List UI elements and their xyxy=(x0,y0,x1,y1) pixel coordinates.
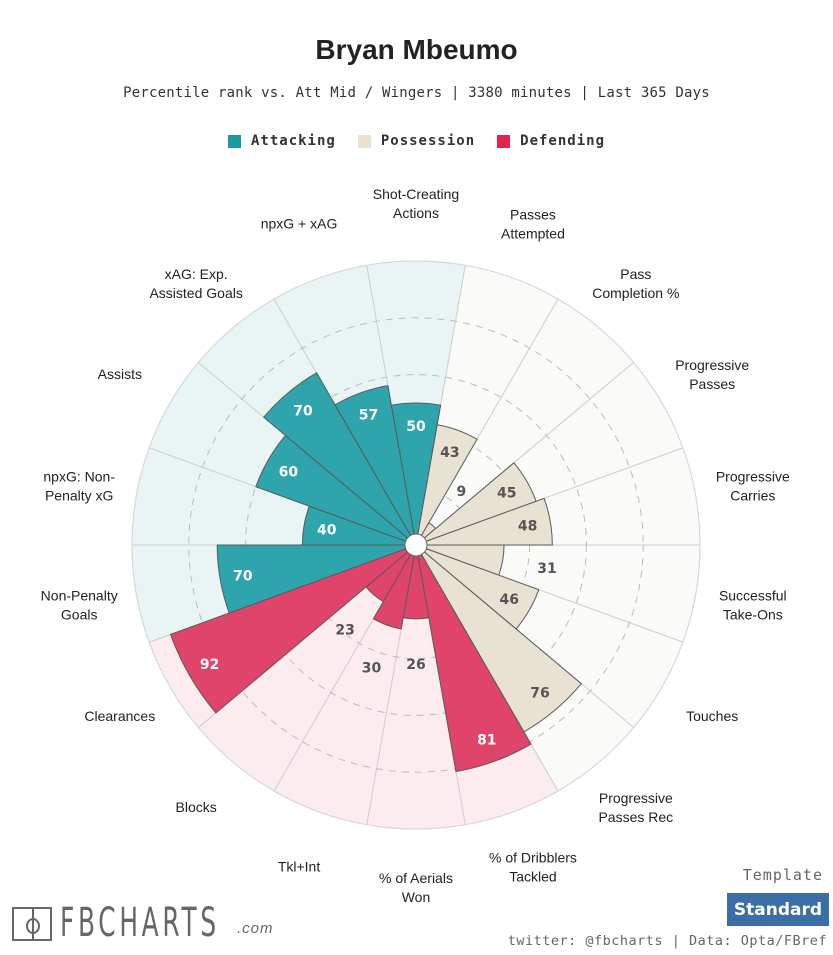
legend-swatch xyxy=(227,134,241,148)
value-label: 81 xyxy=(477,733,496,749)
value-label: 43 xyxy=(440,445,459,461)
center-circle xyxy=(404,533,428,557)
bar-passes-attempted xyxy=(415,424,478,546)
value-label: 26 xyxy=(406,657,425,673)
legend-swatch xyxy=(497,134,511,148)
category-label: % of Dribblers Tackled xyxy=(489,849,577,884)
value-label: 45 xyxy=(497,486,516,502)
category-label: Progressive Passes Rec xyxy=(598,790,673,825)
category-label: Blocks xyxy=(176,799,217,815)
value-label: 40 xyxy=(317,522,337,538)
category-label: Assists xyxy=(98,366,142,382)
bar-tkl-int xyxy=(372,544,417,630)
category-label: npxG: Non-Penalty xG xyxy=(43,469,115,504)
legend-swatch xyxy=(357,134,371,148)
pitch-icon xyxy=(12,907,52,941)
gridline-80 xyxy=(188,317,644,773)
legend-item-defending: Defending xyxy=(497,133,605,149)
legend-item-attacking: Attacking xyxy=(227,133,336,149)
template-standard-button[interactable]: Standard xyxy=(727,893,829,926)
logo-text: FBCHARTS xyxy=(60,900,220,946)
value-label: 76 xyxy=(530,686,549,702)
legend: Attacking Possession Defending xyxy=(0,133,833,149)
category-label: Tkl+Int xyxy=(278,858,321,874)
value-label: 48 xyxy=(518,518,537,534)
bar--of-dribblers-tackled xyxy=(415,544,532,773)
category-label: Passes Attempted xyxy=(501,207,565,242)
category-label: xAG: Exp. Assisted Goals xyxy=(149,266,242,301)
value-label: 57 xyxy=(359,407,378,423)
outer-ring xyxy=(131,260,701,830)
value-label: 46 xyxy=(499,592,518,608)
category-label: Progressive Passes xyxy=(675,357,749,392)
template-label: Template xyxy=(742,866,823,884)
category-label: Touches xyxy=(686,708,738,724)
bar-clearances xyxy=(169,544,417,714)
legend-label: Possession xyxy=(380,133,476,149)
fbcharts-logo: FBCHARTS .com xyxy=(12,900,318,946)
value-label: 60 xyxy=(279,464,299,480)
page-title: Bryan Mbeumo xyxy=(315,34,518,65)
category-label: npxG + xAG xyxy=(261,216,338,232)
value-label: 30 xyxy=(362,660,382,676)
value-label: 31 xyxy=(537,561,556,577)
value-label: 70 xyxy=(233,569,253,585)
category-label: % of Aerials Won xyxy=(379,870,453,905)
bar-npxg-xag xyxy=(334,384,417,546)
category-label: Progressive Carries xyxy=(716,469,790,504)
category-label: Pass Completion % xyxy=(592,266,679,301)
bar-xag-exp-assisted-goals xyxy=(263,372,417,546)
value-label: 23 xyxy=(335,623,354,639)
logo-suffix: .com xyxy=(237,920,274,937)
value-label: 9 xyxy=(456,484,466,500)
legend-label: Attacking xyxy=(250,133,336,149)
credit-text: twitter: @fbcharts | Data: Opta/FBref xyxy=(507,933,827,949)
subtitle: Percentile rank vs. Att Mid / Wingers | … xyxy=(123,85,710,101)
category-label: Shot-Creating Actions xyxy=(373,186,459,221)
value-label: 70 xyxy=(293,403,313,419)
legend-label: Defending xyxy=(520,133,605,149)
bar-non-penalty-goals xyxy=(216,544,417,614)
bar-progressive-carries xyxy=(415,497,553,546)
value-label: 92 xyxy=(200,657,219,673)
category-label: Clearances xyxy=(84,708,155,724)
category-label: Successful Take-Ons xyxy=(719,587,787,622)
value-label: 50 xyxy=(406,419,426,435)
category-label: Non-Penalty Goals xyxy=(41,587,118,622)
legend-item-possession: Possession xyxy=(357,133,476,149)
